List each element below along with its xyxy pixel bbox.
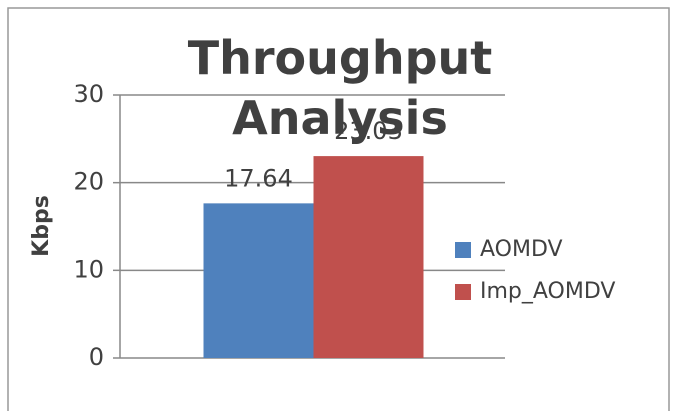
data-label: 17.64 [224, 164, 293, 192]
legend-swatch [455, 284, 471, 300]
y-tick-label: 10 [73, 255, 104, 283]
bar [203, 203, 314, 358]
y-tick-label: 30 [73, 80, 104, 108]
y-axis-label: Kbps [29, 195, 54, 257]
legend-label: Imp_AOMDV [480, 279, 615, 304]
bar [313, 156, 424, 358]
y-tick-label: 20 [73, 168, 104, 196]
legend-swatch [455, 242, 471, 258]
legend-label: AOMDV [480, 237, 563, 262]
chart-border [7, 7, 670, 411]
data-label: 23.03 [334, 117, 403, 145]
chart-title: Throughput Analysis [187, 31, 493, 145]
y-tick-label: 0 [89, 343, 104, 371]
